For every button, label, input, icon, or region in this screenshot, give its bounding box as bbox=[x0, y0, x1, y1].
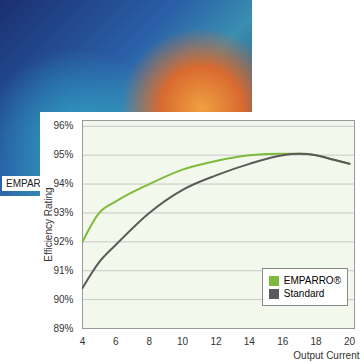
svg-text:14: 14 bbox=[244, 336, 256, 347]
svg-text:90%: 90% bbox=[53, 294, 73, 305]
svg-text:Efficiency Rating: Efficiency Rating bbox=[43, 187, 54, 261]
svg-text:96%: 96% bbox=[53, 120, 73, 131]
svg-text:6: 6 bbox=[113, 336, 119, 347]
svg-text:91%: 91% bbox=[53, 265, 73, 276]
svg-text:95%: 95% bbox=[53, 149, 73, 160]
svg-text:16: 16 bbox=[277, 336, 289, 347]
svg-text:8: 8 bbox=[146, 336, 152, 347]
svg-text:94%: 94% bbox=[53, 178, 73, 189]
svg-text:92%: 92% bbox=[53, 236, 73, 247]
svg-text:10: 10 bbox=[177, 336, 189, 347]
svg-text:18: 18 bbox=[311, 336, 323, 347]
svg-text:Output Current: Output Current bbox=[293, 350, 359, 361]
svg-text:93%: 93% bbox=[53, 207, 73, 218]
svg-text:12: 12 bbox=[210, 336, 222, 347]
svg-text:20: 20 bbox=[344, 336, 356, 347]
svg-text:89%: 89% bbox=[53, 323, 73, 334]
svg-text:4: 4 bbox=[80, 336, 86, 347]
